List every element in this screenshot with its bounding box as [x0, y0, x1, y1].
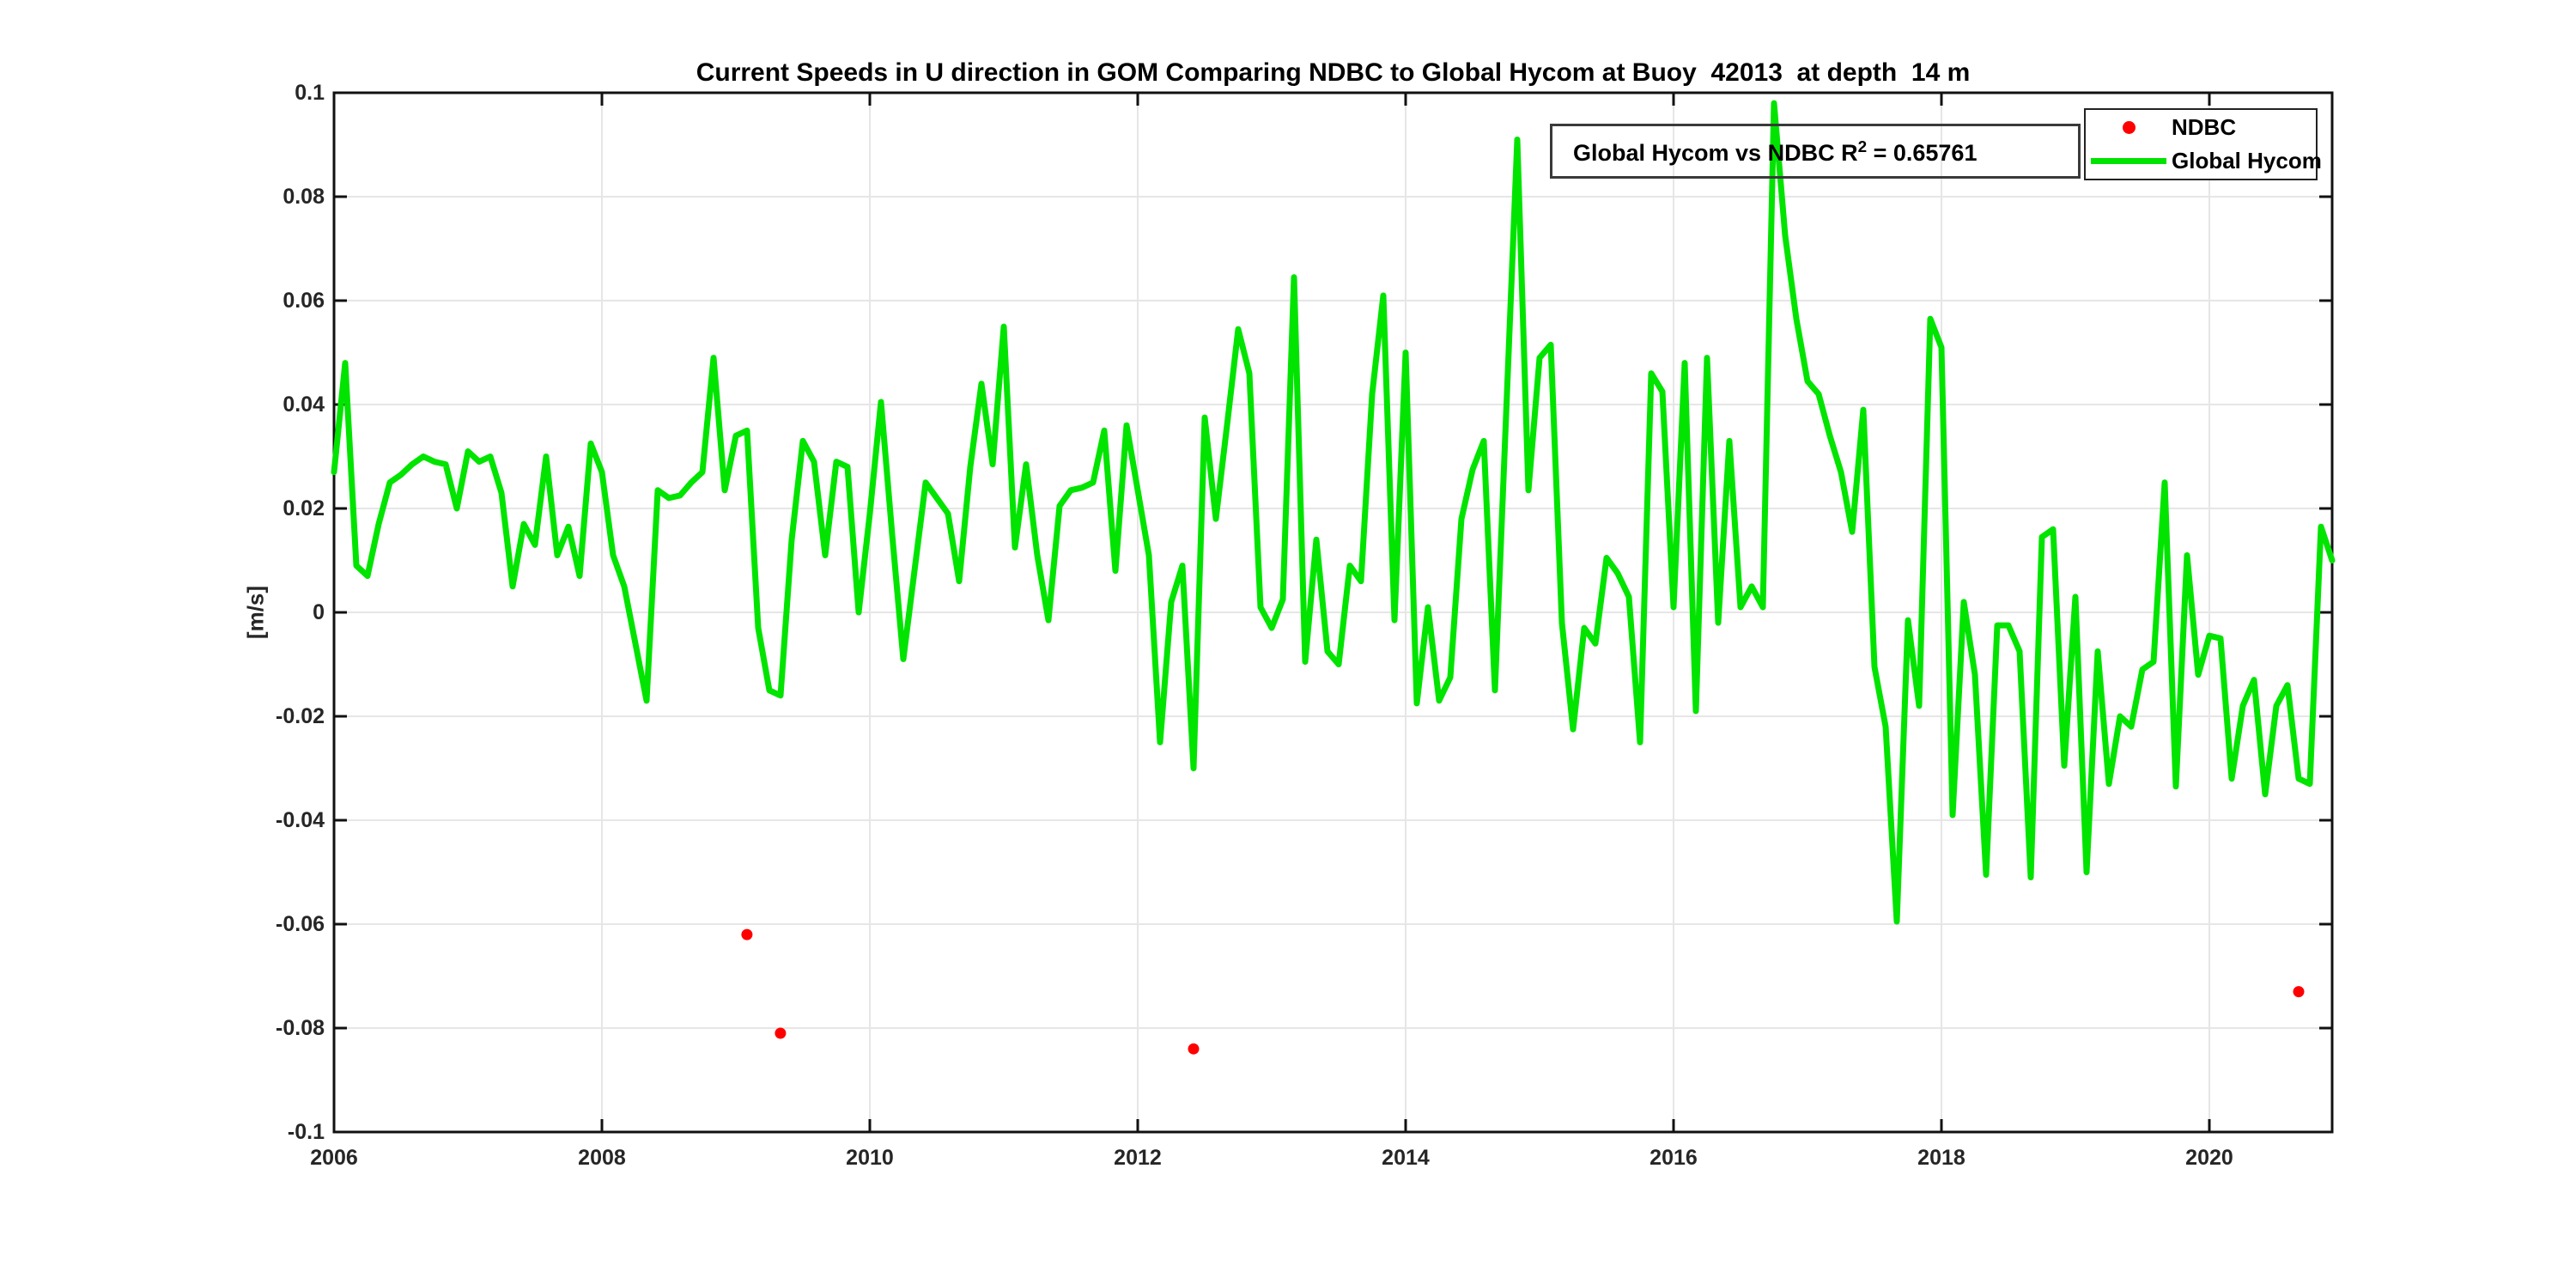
y-tick-label: 0 [313, 600, 325, 624]
y-tick-label: -0.04 [276, 808, 325, 832]
y-tick-label: 0.1 [295, 81, 325, 105]
x-tick-label: 2016 [1649, 1146, 1698, 1170]
y-tick-label: -0.02 [276, 704, 325, 728]
x-tick-label: 2020 [2185, 1146, 2233, 1170]
legend-label-ndbc: NDBC [2172, 114, 2237, 141]
annotation-text-suffix: = 0.65761 [1867, 140, 1978, 166]
hycom-line-series [331, 100, 2336, 925]
hycom-marker-token [2086, 157, 2172, 164]
ndbc-data-point [1188, 1043, 1200, 1055]
green-line-icon [2091, 157, 2166, 164]
y-tick-label: 0.06 [283, 289, 325, 313]
ndbc-data-point [775, 1027, 787, 1039]
x-tick-label: 2006 [310, 1146, 358, 1170]
r-squared-annotation: Global Hycom vs NDBC R2 = 0.65761 [1550, 124, 2081, 179]
legend-item-global-hycom: Global Hycom [2086, 145, 2322, 176]
annotation-superscript: 2 [1857, 138, 1868, 156]
annotation-text-prefix: Global Hycom vs NDBC R [1573, 140, 1858, 166]
ndbc-data-point [2293, 986, 2305, 998]
legend-item-ndbc: NDBC [2086, 113, 2316, 143]
y-tick-label: 0.02 [283, 496, 325, 520]
legend-label-global-hycom: Global Hycom [2172, 147, 2322, 173]
y-tick-label: -0.06 [276, 912, 325, 936]
y-tick-label: 0.04 [283, 393, 325, 417]
x-tick-label: 2012 [1114, 1146, 1162, 1170]
ndbc-data-point [741, 928, 753, 940]
ndbc-marker-token [2086, 121, 2172, 135]
y-tick-label: -0.08 [276, 1016, 325, 1040]
x-tick-label: 2014 [1382, 1146, 1430, 1170]
legend: NDBC Global Hycom [2084, 108, 2322, 180]
x-tick-label: 2008 [578, 1146, 626, 1170]
red-dot-icon [2122, 121, 2136, 135]
chart-title: Current Speeds in U direction in GOM Com… [696, 58, 1971, 87]
x-tick-label: 2018 [1917, 1146, 1965, 1170]
x-tick-label: 2010 [846, 1146, 894, 1170]
y-tick-label: 0.08 [283, 185, 325, 209]
y-tick-label: -0.1 [287, 1120, 325, 1144]
